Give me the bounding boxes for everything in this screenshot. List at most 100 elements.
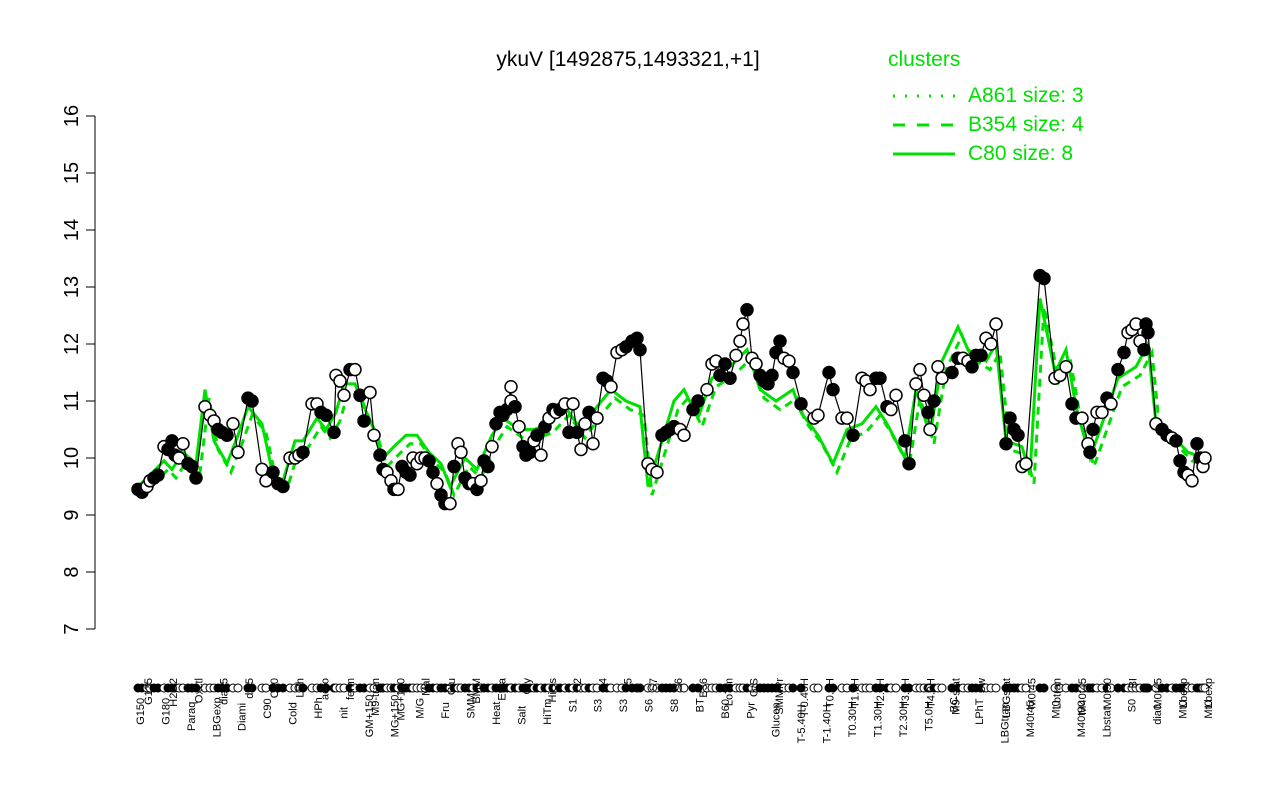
x-tick-label: SMM	[466, 693, 478, 719]
data-point	[296, 445, 310, 460]
x-tick-label: BC	[949, 697, 961, 712]
x-rug	[133, 683, 1210, 693]
x-tick-label: T0.30H	[847, 701, 859, 737]
x-tick-label: Salt	[516, 706, 528, 725]
data-point	[1003, 411, 1017, 425]
data-point	[245, 394, 259, 408]
data-point	[319, 408, 333, 422]
data-point	[984, 337, 998, 351]
x-tick-label: S0	[1127, 699, 1139, 712]
data-point	[863, 382, 877, 397]
data-point	[1185, 474, 1199, 488]
data-point	[1095, 405, 1109, 420]
x-tick-label: BT	[694, 698, 706, 712]
x-tick-label: Mal	[421, 678, 433, 696]
x-tick-label: Fru	[440, 702, 452, 719]
data-point	[512, 419, 526, 434]
data-point	[965, 360, 979, 374]
data-point	[574, 442, 588, 457]
data-point	[1083, 445, 1097, 460]
data-point	[749, 357, 763, 371]
data-point	[454, 445, 468, 460]
x-tick-label: Glu	[446, 678, 458, 695]
data-point	[811, 408, 825, 422]
rug-mark	[848, 683, 858, 693]
legend-title: clusters	[888, 48, 960, 71]
rug-mark	[991, 683, 1001, 693]
data-point	[255, 462, 269, 477]
data-point	[691, 394, 705, 408]
data-point	[873, 371, 887, 385]
y-tick-label: 12	[61, 333, 83, 355]
data-point	[1075, 411, 1089, 425]
rug-mark	[233, 683, 243, 693]
x-tick-label: BMM	[471, 678, 483, 704]
x-tick-label: LPhT	[974, 698, 986, 725]
y-axis: 7 8 9 10 11 12 13 14 15 16	[61, 105, 96, 635]
x-tick-label: G135	[143, 678, 155, 705]
data-point	[422, 454, 436, 468]
data-point	[403, 468, 417, 482]
x-tick-label: M0t45	[1026, 678, 1038, 709]
data-point	[590, 411, 604, 425]
x-tick-label: Sw	[976, 678, 988, 693]
x-tick-label: LoTm	[723, 678, 735, 706]
x-tick-label: Lbexp	[1178, 678, 1190, 708]
x-tick-label: Mt0	[1203, 700, 1215, 718]
x-tick-label: MG+150	[389, 695, 401, 738]
x-tick-label: S6	[644, 699, 656, 712]
legend-entry-c80: C80 size: 8	[968, 142, 1073, 165]
x-tick-label: MG+120	[395, 678, 407, 721]
data-point	[913, 362, 927, 377]
data-point	[945, 365, 959, 380]
data-point	[1173, 454, 1187, 468]
data-point	[373, 448, 387, 462]
rug-mark	[635, 683, 645, 693]
data-point	[898, 434, 912, 448]
x-tick-label: BI	[1127, 678, 1139, 688]
rug-mark	[1039, 683, 1049, 693]
data-point	[826, 382, 840, 397]
rug-mark	[796, 683, 806, 693]
x-tick-label: Heat	[491, 702, 503, 725]
data-point	[276, 479, 290, 494]
rug-mark	[1021, 683, 1031, 693]
data-point	[902, 456, 916, 471]
y-tick-label: 11	[61, 391, 83, 412]
legend: clusters A861 size: 3 B354 size: 4 C80 s…	[888, 48, 1084, 165]
x-tick-label: Gly	[522, 678, 534, 695]
x-tick-label: SMMPr	[774, 678, 786, 715]
legend-entry-b354: B354 size: 4	[968, 113, 1084, 136]
x-tick-label: dia15	[219, 678, 231, 705]
x-tick-label: LBGtran	[1000, 702, 1012, 743]
data-point	[485, 439, 499, 454]
data-point	[740, 303, 754, 317]
data-point	[566, 397, 580, 411]
x-tick-label: M0t90	[1102, 678, 1114, 709]
x-tick-label: M/G	[415, 698, 427, 719]
data-point	[677, 428, 691, 442]
x-tick-label: nit	[338, 707, 350, 719]
x-tick-label: dia5	[244, 678, 256, 699]
data-point	[974, 348, 988, 363]
x-tick-label: LPh	[294, 678, 306, 698]
data-point	[570, 425, 584, 440]
x-axis-labels: G135 H2O2 Oxctl dia15 dia5 C30 LPh aero ferm M9-t…	[135, 677, 1215, 743]
x-tick-label: HPh	[313, 697, 325, 718]
data-point	[718, 357, 732, 371]
data-point	[1141, 325, 1155, 340]
data-point	[1111, 362, 1125, 377]
data-point	[443, 496, 457, 511]
x-tick-label: G180	[160, 698, 172, 725]
x-tick-label: S2	[572, 678, 584, 691]
x-tick-label: M0t45	[1153, 678, 1165, 709]
data-point	[447, 459, 461, 474]
x-tick-label: M40t45	[1077, 678, 1089, 715]
data-point	[266, 465, 280, 479]
data-point	[327, 425, 341, 440]
data-point	[650, 465, 664, 479]
y-tick-label: 15	[61, 162, 83, 184]
data-point	[1198, 451, 1212, 465]
data-point	[786, 365, 800, 380]
x-tick-label: LBGexp	[211, 697, 223, 737]
